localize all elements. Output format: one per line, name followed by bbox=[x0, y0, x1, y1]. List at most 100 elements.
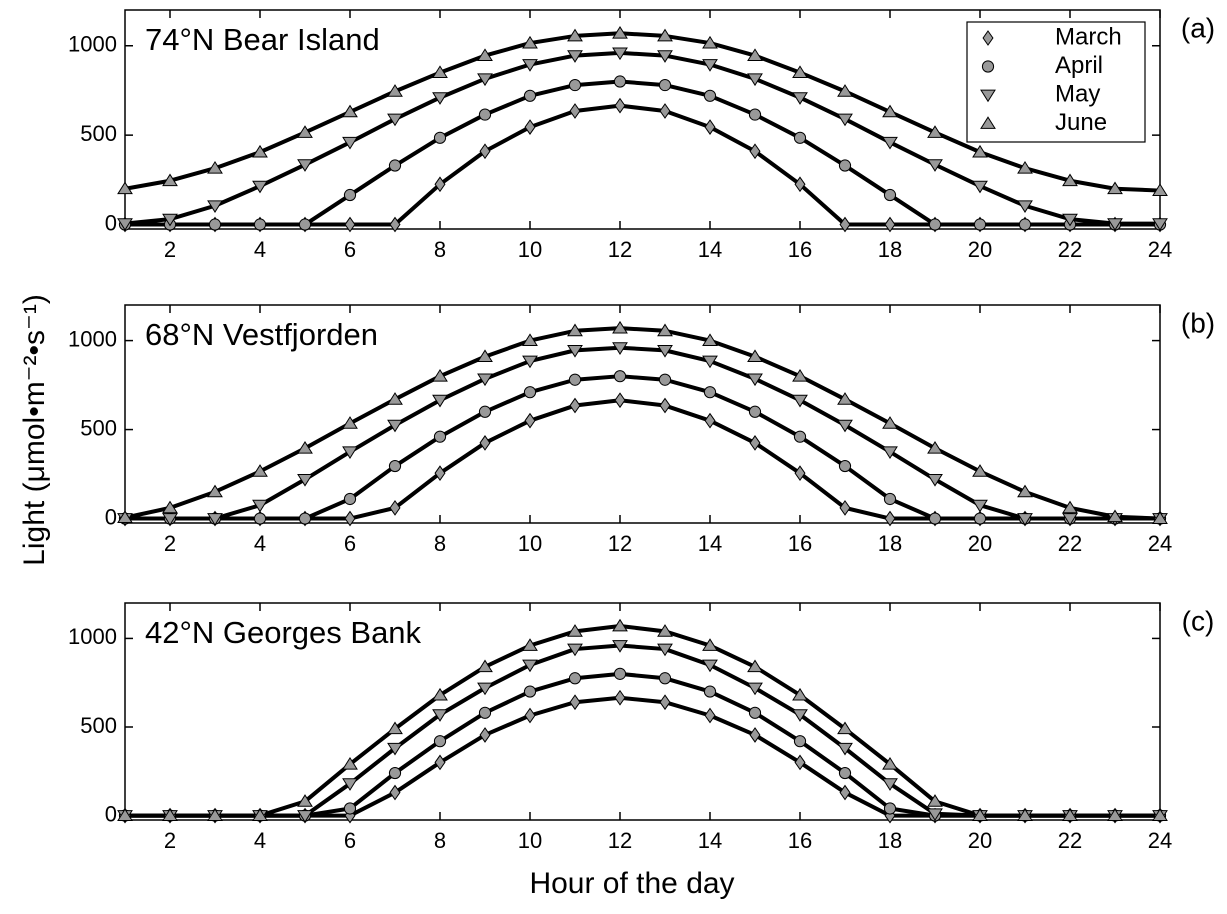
data-point bbox=[117, 510, 133, 524]
data-point bbox=[253, 512, 267, 525]
data-point bbox=[884, 216, 896, 233]
data-point bbox=[207, 200, 223, 214]
data-point bbox=[568, 78, 582, 92]
data-point bbox=[388, 766, 402, 780]
data-point bbox=[207, 808, 223, 821]
x-tick-label: 20 bbox=[968, 828, 992, 853]
data-point bbox=[1152, 808, 1168, 821]
data-point bbox=[342, 446, 358, 460]
data-point bbox=[432, 92, 448, 105]
data-point bbox=[747, 373, 763, 387]
data-point bbox=[839, 784, 851, 801]
data-point bbox=[567, 28, 583, 42]
data-point bbox=[1152, 218, 1168, 231]
data-point bbox=[612, 25, 628, 39]
data-point bbox=[523, 89, 537, 102]
data-point bbox=[568, 373, 582, 386]
y-tick-label: 1000 bbox=[68, 326, 117, 351]
data-point bbox=[792, 65, 808, 78]
data-point bbox=[389, 500, 401, 516]
data-point bbox=[479, 435, 491, 451]
data-point bbox=[1018, 218, 1032, 231]
data-point bbox=[342, 136, 358, 150]
data-point bbox=[524, 707, 536, 724]
data-point bbox=[883, 492, 897, 506]
data-point bbox=[1062, 213, 1078, 227]
data-point bbox=[747, 659, 763, 673]
y-axis-label: Light (μmol•m⁻²•s⁻¹) bbox=[18, 294, 51, 566]
data-point bbox=[794, 754, 806, 771]
data-point bbox=[342, 778, 358, 791]
legend-marker bbox=[980, 116, 996, 129]
series-line bbox=[124, 50, 1160, 226]
data-point bbox=[252, 499, 268, 513]
data-point bbox=[477, 349, 493, 363]
series-line bbox=[124, 326, 1161, 521]
data-point bbox=[342, 756, 358, 770]
data-point bbox=[657, 28, 673, 42]
x-axis-label: Hour of the day bbox=[529, 867, 734, 900]
data-point bbox=[478, 706, 492, 719]
data-point bbox=[702, 59, 718, 72]
x-tick-label: 10 bbox=[518, 828, 542, 853]
data-point bbox=[927, 794, 943, 807]
series-line bbox=[125, 374, 1160, 521]
data-point bbox=[792, 709, 808, 722]
data-point bbox=[882, 446, 898, 460]
data-point bbox=[297, 125, 313, 138]
data-point bbox=[1107, 509, 1123, 523]
series-line bbox=[125, 643, 1160, 818]
data-point bbox=[703, 685, 717, 698]
data-point bbox=[657, 323, 673, 337]
x-tick-label: 22 bbox=[1058, 237, 1082, 262]
data-point bbox=[972, 808, 988, 821]
data-point bbox=[569, 694, 581, 711]
y-tick-label: 500 bbox=[80, 415, 117, 440]
data-point bbox=[162, 808, 178, 821]
data-point bbox=[387, 721, 403, 735]
data-point bbox=[614, 392, 626, 409]
data-point bbox=[432, 687, 448, 701]
data-point bbox=[702, 638, 718, 651]
x-tick-label: 18 bbox=[878, 828, 902, 853]
data-point bbox=[343, 188, 357, 202]
data-point bbox=[1017, 200, 1033, 214]
data-point bbox=[1107, 218, 1123, 231]
data-point bbox=[567, 344, 583, 358]
x-tick-label: 4 bbox=[254, 237, 266, 262]
legend-label: June bbox=[1055, 109, 1107, 136]
x-tick-label: 16 bbox=[788, 828, 812, 853]
series-line bbox=[125, 345, 1160, 521]
y-tick-label: 500 bbox=[80, 121, 117, 146]
data-point bbox=[252, 144, 268, 158]
data-point bbox=[702, 333, 718, 346]
data-point bbox=[973, 218, 987, 231]
data-point bbox=[297, 794, 313, 807]
data-point bbox=[342, 104, 358, 118]
data-point bbox=[972, 464, 988, 477]
data-point bbox=[569, 397, 581, 414]
x-tick-label: 24 bbox=[1148, 828, 1172, 853]
x-tick-label: 4 bbox=[254, 531, 266, 556]
panel-title: 74°N Bear Island bbox=[145, 22, 380, 57]
data-point bbox=[614, 689, 626, 706]
data-point bbox=[343, 802, 357, 815]
data-point bbox=[477, 373, 493, 387]
data-point bbox=[297, 810, 313, 823]
plot-frame bbox=[124, 602, 1161, 821]
data-point bbox=[1107, 808, 1123, 821]
data-point bbox=[477, 659, 493, 673]
data-point bbox=[837, 419, 853, 433]
data-point bbox=[659, 103, 671, 119]
x-tick-label: 14 bbox=[698, 531, 722, 556]
data-point bbox=[703, 89, 717, 102]
data-point bbox=[657, 344, 673, 358]
data-point bbox=[252, 464, 268, 477]
panel-title: 68°N Vestfjorden bbox=[145, 317, 378, 352]
data-point bbox=[478, 405, 492, 418]
x-tick-label: 16 bbox=[788, 237, 812, 262]
data-point bbox=[1062, 808, 1078, 821]
x-tick-label: 18 bbox=[878, 237, 902, 262]
data-point bbox=[117, 218, 133, 231]
